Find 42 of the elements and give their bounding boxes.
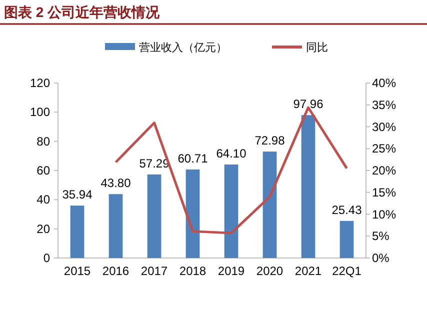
data-label: 35.94	[62, 188, 93, 202]
y-tick-label: 60	[36, 164, 50, 178]
bar	[186, 169, 200, 258]
y2-tick-label: 20%	[372, 164, 396, 178]
data-label: 64.10	[216, 146, 247, 161]
y-tick-label: 120	[30, 76, 50, 90]
y2-tick-label: 25%	[372, 142, 396, 156]
y-tick-label: 40	[36, 192, 50, 207]
x-tick-label: 2021	[294, 264, 322, 278]
x-tick-label: 22Q1	[332, 264, 362, 278]
y2-tick-label: 35%	[372, 98, 396, 112]
data-label: 97.96	[293, 97, 324, 112]
bar	[340, 220, 354, 258]
bar	[301, 115, 316, 258]
x-tick-label: 2015	[64, 264, 91, 278]
y2-tick-label: 5%	[372, 229, 390, 244]
chart-title: 图表 2 公司近年营收情况	[4, 4, 161, 20]
bar	[108, 194, 123, 258]
y-tick-label: 100	[30, 105, 50, 120]
data-label: 43.80	[100, 176, 132, 190]
y2-tick-label: 40%	[372, 76, 396, 90]
y2-tick-label: 30%	[372, 120, 396, 134]
data-label: 72.98	[254, 134, 286, 148]
bar	[224, 164, 238, 258]
x-tick-label: 2019	[218, 264, 245, 278]
x-tick-label: 2017	[140, 264, 168, 278]
bar	[147, 174, 162, 258]
legend-label: 营业收入（亿元）	[139, 41, 227, 54]
y-tick-label: 20	[36, 222, 50, 236]
y-tick-label: 80	[36, 134, 50, 148]
bar	[262, 152, 277, 258]
y2-tick-label: 15%	[372, 185, 396, 200]
y2-tick-label: 0%	[372, 251, 390, 265]
x-tick-label: 2018	[179, 264, 206, 278]
data-label: 60.71	[178, 151, 208, 166]
bar	[70, 206, 84, 258]
data-label: 25.43	[332, 202, 362, 217]
x-tick-label: 2020	[256, 264, 284, 278]
legend-label: 同比	[306, 41, 328, 54]
y2-tick-label: 10%	[372, 207, 396, 222]
y-tick-label: 0	[43, 251, 50, 265]
x-tick-label: 2016	[102, 264, 130, 278]
